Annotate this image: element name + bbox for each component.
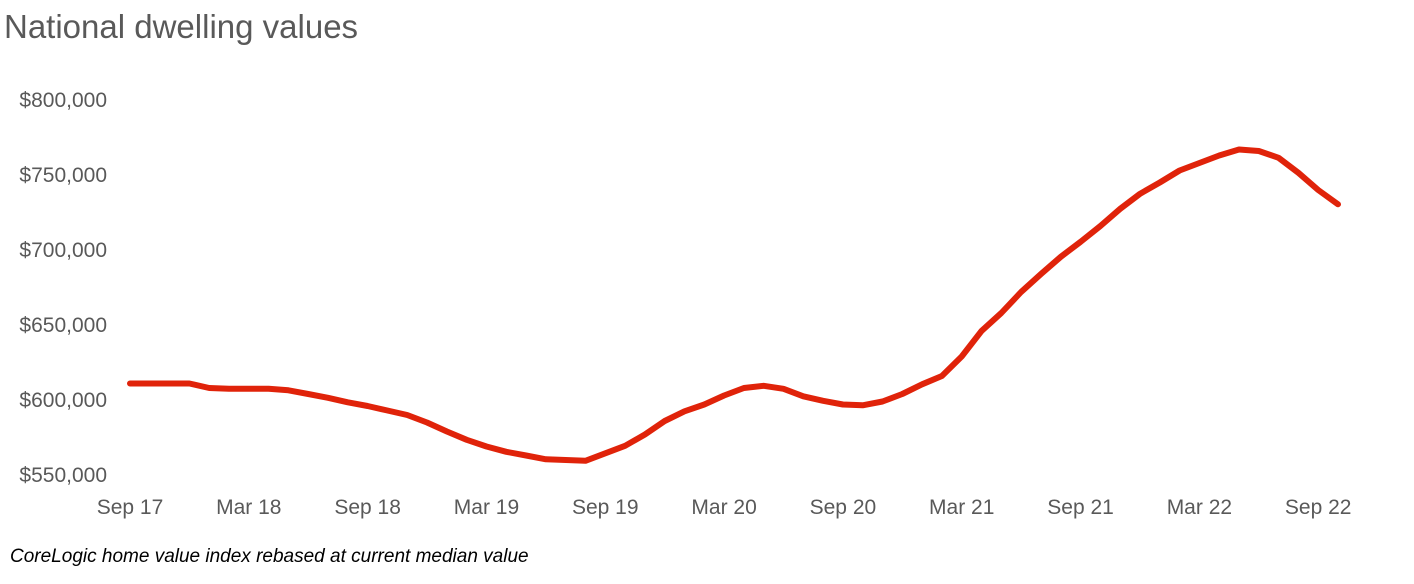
y-tick-label: $550,000	[19, 464, 107, 487]
x-tick-label: Sep 22	[1285, 496, 1352, 519]
x-tick-label: Sep 17	[97, 496, 164, 519]
y-tick-label: $700,000	[19, 239, 107, 262]
x-tick-label: Mar 18	[216, 496, 281, 519]
x-tick-label: Sep 19	[572, 496, 639, 519]
x-tick-label: Mar 21	[929, 496, 994, 519]
x-tick-label: Sep 21	[1047, 496, 1114, 519]
x-axis-ticks: Sep 17 Mar 18 Sep 18 Mar 19 Sep 19 Mar 20 Sep …	[97, 496, 1352, 519]
chart-caption: CoreLogic home value index rebased at cu…	[10, 546, 529, 567]
series-line	[127, 146, 1341, 464]
series-group	[127, 146, 1341, 464]
y-tick-label: $650,000	[19, 314, 107, 337]
y-tick-label: $600,000	[19, 389, 107, 412]
x-tick-label: Mar 22	[1167, 496, 1232, 519]
x-tick-label: Mar 20	[691, 496, 756, 519]
y-tick-label: $800,000	[19, 89, 107, 112]
y-axis-ticks: $550,000 $600,000 $650,000 $700,000 $750,000…	[19, 89, 107, 487]
x-tick-label: Sep 18	[334, 496, 401, 519]
y-tick-label: $750,000	[19, 164, 107, 187]
x-tick-label: Mar 19	[454, 496, 519, 519]
x-tick-label: Sep 20	[810, 496, 877, 519]
chart-title: National dwelling values	[4, 8, 359, 45]
